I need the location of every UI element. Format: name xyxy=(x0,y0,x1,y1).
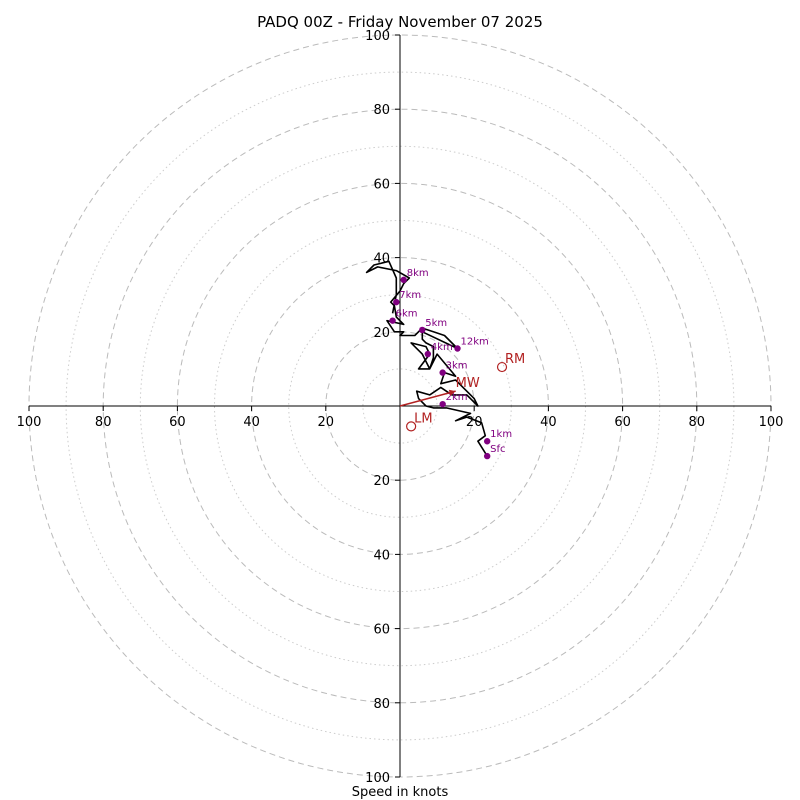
height-marker xyxy=(454,345,461,352)
x-tick-label: 60 xyxy=(614,415,631,430)
mw-label: MW xyxy=(456,376,480,391)
y-tick-label: 100 xyxy=(365,29,390,44)
height-marker xyxy=(424,350,432,358)
height-label: Sfc xyxy=(490,444,505,455)
height-marker xyxy=(419,326,426,334)
height-label: 8km xyxy=(407,268,429,279)
height-label: 2km xyxy=(446,392,468,403)
height-label: 6km xyxy=(396,309,418,320)
height-marker xyxy=(483,438,491,445)
x-tick-label: 40 xyxy=(243,415,260,430)
height-label: 5km xyxy=(425,318,447,329)
y-tick-label: 40 xyxy=(373,548,390,563)
rm-marker xyxy=(496,361,508,373)
height-label: 7km xyxy=(399,290,421,301)
mean-wind-vector xyxy=(399,390,456,407)
height-marker xyxy=(439,369,446,376)
height-marker xyxy=(389,317,396,324)
chart-title: PADQ 00Z - Friday November 07 2025 xyxy=(257,13,543,31)
y-tick-label: 20 xyxy=(373,326,390,341)
y-tick-label: 100 xyxy=(365,771,390,786)
x-tick-label: 100 xyxy=(17,415,42,430)
y-tick-label: 80 xyxy=(373,697,390,712)
y-tick-label: 80 xyxy=(373,103,390,118)
storm-motion-layer: RM LM MW xyxy=(399,352,525,432)
x-tick-label: 80 xyxy=(689,415,706,430)
lm-label: LM xyxy=(414,411,432,426)
x-tick-label: 80 xyxy=(95,415,112,430)
x-axis-label: Speed in knots xyxy=(352,785,449,800)
mean-wind-arrowhead xyxy=(448,389,456,396)
height-label: 3km xyxy=(446,361,468,372)
rm-label: RM xyxy=(505,352,525,367)
height-markers: Sfc 1km 2km 3km 4km 5km 6km 7km 8km 12km xyxy=(389,268,512,460)
x-tick-label: 40 xyxy=(540,415,557,430)
x-tick-label: 100 xyxy=(759,415,784,430)
height-marker xyxy=(483,452,491,460)
y-tick-label: 60 xyxy=(373,177,390,192)
x-tick-label: 60 xyxy=(169,415,186,430)
height-label: 12km xyxy=(461,336,489,347)
height-marker xyxy=(439,400,446,408)
height-marker xyxy=(400,276,407,284)
y-tick-label: 60 xyxy=(373,623,390,638)
height-marker xyxy=(393,298,400,306)
y-tick-label: 20 xyxy=(373,474,390,489)
x-tick-label: 20 xyxy=(318,415,335,430)
height-label: 4km xyxy=(431,342,453,353)
lm-marker xyxy=(406,421,417,432)
height-label: 1km xyxy=(490,429,512,440)
